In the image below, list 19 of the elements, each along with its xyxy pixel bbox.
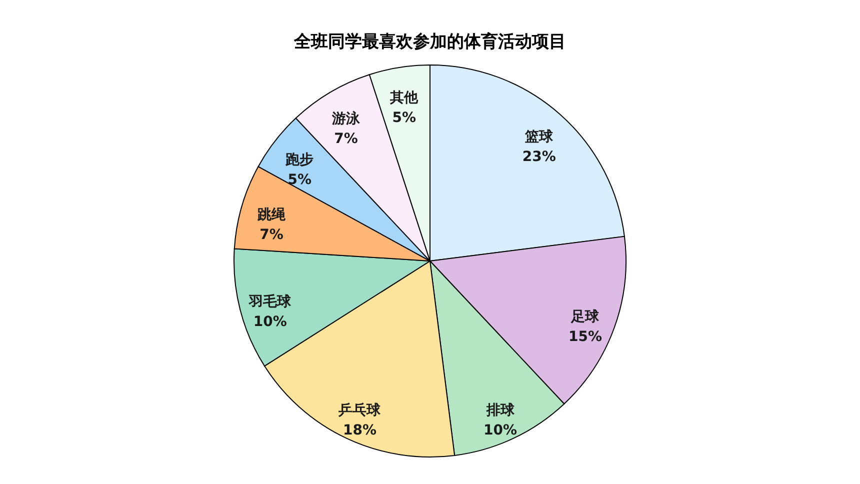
slice-label: 游泳 <box>331 110 362 127</box>
data-label: 10% <box>483 422 518 438</box>
data-label: 15% <box>568 328 602 345</box>
data-label: 7% <box>334 130 358 147</box>
slice-label: 其他 <box>389 90 420 106</box>
data-label: 5% <box>288 172 312 188</box>
data-label: 5% <box>392 110 416 126</box>
data-label: 10% <box>253 314 287 330</box>
slice-label: 足球 <box>570 308 600 325</box>
chart-title: 全班同学最喜欢参加的体育活动项目 <box>293 31 566 52</box>
slice-label: 排球 <box>485 402 516 418</box>
data-label: 23% <box>522 149 556 166</box>
data-label: 18% <box>342 422 377 438</box>
slice-label: 乒乓球 <box>338 401 382 418</box>
slice-label: 跑步 <box>284 152 314 168</box>
slice-label: 篮球 <box>524 129 554 146</box>
data-label: 7% <box>260 226 284 243</box>
slice-label: 跳绳 <box>256 206 287 223</box>
slice-label: 羽毛球 <box>248 293 292 310</box>
